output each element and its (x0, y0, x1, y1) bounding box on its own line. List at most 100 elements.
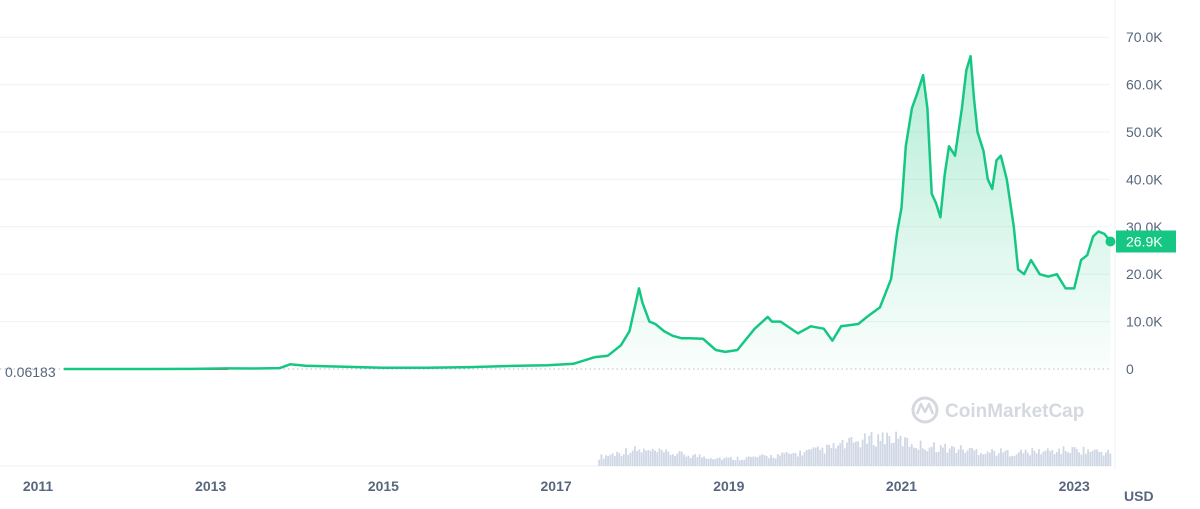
axes-layer: 010.0K20.0K30.0K40.0K50.0K60.0K70.0K2011… (5, 29, 1176, 504)
volume-bar (1049, 451, 1051, 466)
volume-bar (796, 456, 799, 466)
volume-bar (1029, 455, 1031, 466)
volume-bar (663, 452, 665, 466)
volume-bar (725, 457, 728, 466)
volume-bar (1044, 450, 1047, 466)
watermark-logo-mark (915, 402, 935, 415)
volume-bar (904, 437, 906, 466)
volume-bar (636, 450, 639, 466)
volume-bar (901, 446, 904, 466)
volume-bar (1100, 451, 1103, 466)
volume-bar (680, 451, 683, 466)
volume-bar (622, 454, 625, 466)
volume-bar (897, 438, 900, 466)
current-price-dot (1105, 236, 1116, 247)
volume-bar (997, 453, 1000, 466)
volume-bar (886, 432, 889, 466)
volume-bars (598, 431, 1112, 466)
volume-bar (700, 457, 703, 466)
volume-bar (884, 444, 886, 466)
y-tick-label: 60.0K (1126, 77, 1163, 93)
volume-bar (973, 450, 976, 466)
volume-bar (1098, 451, 1101, 466)
volume-bar (792, 452, 795, 466)
volume-bar (854, 441, 857, 466)
volume-bar (1071, 447, 1074, 466)
volume-bar (817, 446, 819, 466)
volume-bar (707, 458, 710, 466)
volume-bar (1084, 453, 1087, 466)
volume-bar (727, 457, 730, 466)
volume-bar (1026, 452, 1029, 466)
volume-bar (948, 448, 951, 466)
volume-bar (1013, 455, 1016, 466)
volume-bar (957, 449, 960, 466)
volume-bar (687, 455, 690, 466)
volume-bar (1107, 449, 1110, 466)
volume-bar (642, 448, 645, 466)
volume-bar (1067, 452, 1069, 466)
volume-bar (843, 448, 846, 466)
volume-bar (694, 454, 697, 466)
volume-bar (1038, 449, 1040, 466)
volume-bar (866, 443, 868, 466)
volume-bar (747, 456, 750, 466)
volume-bar (734, 460, 737, 466)
volume-bar (750, 456, 752, 466)
volume-bar (828, 444, 830, 466)
volume-bar (1015, 454, 1018, 466)
volume-bar (1020, 449, 1022, 466)
x-tick-label: 2015 (368, 478, 399, 494)
volume-bar (721, 459, 723, 466)
volume-bar (774, 458, 777, 466)
volume-bar (910, 444, 913, 466)
volume-bar (698, 454, 701, 466)
volume-bar (761, 454, 764, 466)
volume-bar (1093, 449, 1096, 466)
volume-bar (616, 451, 618, 466)
volume-bar (1024, 449, 1027, 466)
volume-bar (879, 440, 882, 466)
volume-bar (830, 447, 833, 466)
volume-bar (629, 452, 632, 466)
volume-bar (821, 447, 824, 466)
volume-bar (919, 440, 922, 466)
volume-bar (674, 455, 676, 466)
volume-bar (620, 455, 623, 466)
volume-bar (1091, 450, 1094, 466)
volume-bar (738, 460, 741, 466)
volume-bar (991, 449, 993, 466)
volume-bar (801, 455, 804, 466)
volume-bar (1089, 452, 1092, 466)
volume-bar (937, 451, 940, 466)
volume-bar (1064, 451, 1067, 466)
volume-bar (741, 459, 743, 466)
y-tick-label: 50.0K (1126, 124, 1163, 140)
volume-bar (752, 456, 755, 466)
x-tick-label: 2021 (886, 478, 917, 494)
x-tick-label: 2023 (1059, 478, 1090, 494)
volume-bar (767, 458, 770, 466)
series-layer (63, 54, 1116, 371)
volume-bar (924, 449, 926, 466)
volume-bar (709, 458, 712, 466)
price-line (63, 54, 1112, 371)
volume-bar (928, 447, 931, 466)
volume-bar (819, 450, 822, 466)
volume-bar (859, 447, 862, 466)
volume-bar (754, 456, 757, 466)
volume-bar (846, 442, 848, 466)
volume-bar (979, 453, 982, 466)
volume-bar (758, 455, 761, 466)
volume-bar (895, 431, 897, 466)
volume-bar (868, 435, 871, 466)
volume-bar (1022, 453, 1025, 466)
volume-bar (1031, 448, 1034, 466)
currency-label: USD (1124, 488, 1154, 504)
volume-bar (805, 450, 808, 466)
volume-bar (921, 448, 924, 466)
volume-bar (647, 450, 650, 466)
volume-bar (1109, 453, 1112, 466)
volume-bar (683, 454, 685, 466)
